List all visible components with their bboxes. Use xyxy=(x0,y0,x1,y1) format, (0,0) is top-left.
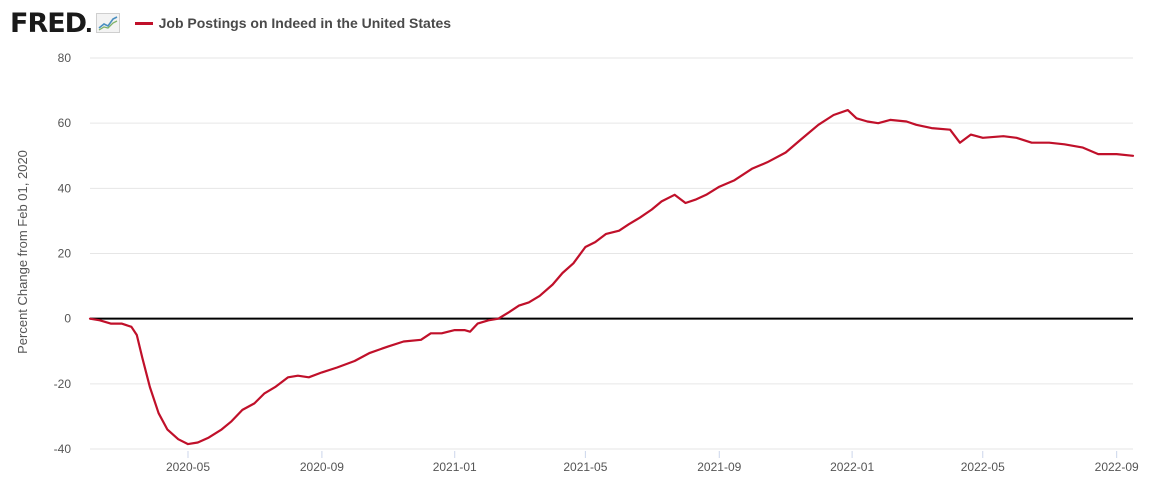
legend-swatch xyxy=(134,21,153,25)
x-tick-label: 2021-01 xyxy=(433,460,477,474)
fred-logo-dot: . xyxy=(85,7,93,38)
x-tick-label: 2020-05 xyxy=(166,460,210,474)
x-axis-ticks: 2020-05 2020-09 2021-01 2021-05 2021-09 2022-… xyxy=(166,451,1139,474)
y-tick-label: 80 xyxy=(58,51,72,65)
y-tick-label: -40 xyxy=(54,442,72,456)
series-layer xyxy=(88,108,1135,446)
y-tick-label: 20 xyxy=(58,247,72,261)
y-axis-ticks: -40 -20 0 20 40 60 80 xyxy=(54,51,72,456)
x-tick-label: 2021-09 xyxy=(697,460,741,474)
x-tick-label: 2021-05 xyxy=(563,460,607,474)
line-chart-icon xyxy=(95,13,120,33)
grid-layer xyxy=(90,57,1133,450)
y-tick-label: 60 xyxy=(58,116,72,130)
x-tick-label: 2022-01 xyxy=(830,460,874,474)
x-tick-label: 2022-05 xyxy=(961,460,1005,474)
x-tick-label: 2020-09 xyxy=(300,460,344,474)
y-tick-label: 0 xyxy=(64,312,71,326)
chart-legend: Job Postings on Indeed in the United Sta… xyxy=(134,15,452,31)
y-axis-label: Percent Change from Feb 01, 2020 xyxy=(15,150,30,354)
x-tick-label: 2022-09 xyxy=(1095,460,1139,474)
legend-label: Job Postings on Indeed in the United Sta… xyxy=(158,15,452,31)
y-tick-label: -20 xyxy=(54,377,72,391)
fred-logo[interactable]: FRED . xyxy=(10,8,120,39)
chart-header: FRED . Job Postings on Indeed in the Uni… xyxy=(10,6,451,40)
fred-logo-text: FRED xyxy=(10,7,87,39)
y-tick-label: 40 xyxy=(58,181,72,195)
series-line-job-postings[interactable] xyxy=(88,108,1135,446)
